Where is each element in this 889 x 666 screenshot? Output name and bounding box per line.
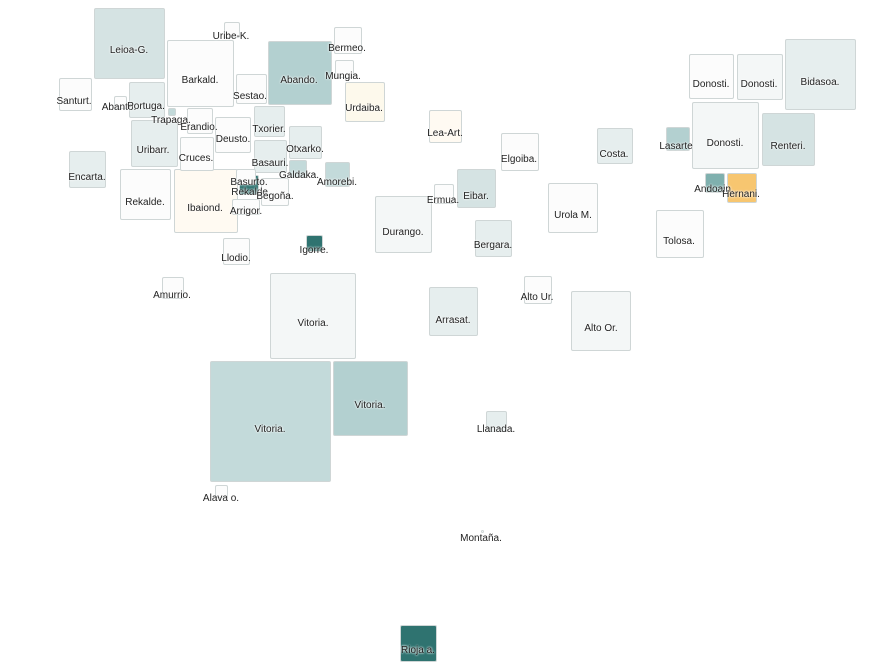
- region-amorebi-box[interactable]: [325, 162, 350, 187]
- region-bermeo-box[interactable]: [334, 27, 362, 54]
- region-rioja-a-box[interactable]: [400, 625, 437, 662]
- region-trapaga-box[interactable]: [168, 108, 176, 116]
- region-mungia-box[interactable]: [335, 60, 354, 78]
- region-lasarte-box[interactable]: [666, 127, 690, 151]
- region-encarta-box[interactable]: [69, 151, 106, 188]
- region-basauri-box[interactable]: [254, 140, 287, 173]
- region-santurt-box[interactable]: [59, 78, 92, 111]
- region-alava-o-box[interactable]: [215, 485, 228, 498]
- region-andoain-box[interactable]: [705, 173, 725, 193]
- region-abando-box[interactable]: [268, 41, 332, 105]
- region-elgoiba-box[interactable]: [501, 133, 539, 171]
- region-donosti-box[interactable]: [692, 102, 759, 169]
- region-renteri-box[interactable]: [762, 113, 815, 166]
- region-eibar-box[interactable]: [457, 169, 496, 208]
- region-bidasoa-box[interactable]: [785, 39, 856, 110]
- region-donosti-box[interactable]: [737, 54, 783, 100]
- region-abanto-box[interactable]: [114, 96, 127, 109]
- region-txorier-box[interactable]: [254, 106, 285, 137]
- region-sestao-box[interactable]: [236, 74, 267, 104]
- region-leioa-g-box[interactable]: [94, 8, 165, 79]
- region-vitoria-box[interactable]: [270, 273, 356, 359]
- region-hernani-box[interactable]: [727, 173, 757, 203]
- region-alto-ur-box[interactable]: [524, 276, 552, 304]
- region-arrigor-box[interactable]: [232, 199, 260, 215]
- region-montana-box[interactable]: [481, 530, 484, 533]
- region-urdaiba-box[interactable]: [345, 82, 385, 122]
- region-urola-m-box[interactable]: [548, 183, 598, 233]
- region-otxarko-box[interactable]: [289, 126, 322, 159]
- region-portuga-box[interactable]: [129, 82, 165, 118]
- region-montana-label: Montaña.: [460, 533, 502, 544]
- region-lea-art-box[interactable]: [429, 110, 462, 143]
- region-alto-or-box[interactable]: [571, 291, 631, 351]
- region-uribe-k-box[interactable]: [224, 22, 240, 38]
- region-llanada-box[interactable]: [486, 411, 507, 432]
- region-uribarr-box[interactable]: [131, 120, 178, 167]
- region-amurrio-box[interactable]: [162, 277, 184, 299]
- region-ermua-box[interactable]: [434, 184, 454, 204]
- region-rekalde-box[interactable]: [120, 169, 171, 220]
- region-arrasat-box[interactable]: [429, 287, 478, 336]
- region-igorre-box[interactable]: [306, 235, 323, 252]
- region-rekalde-box[interactable]: [236, 169, 256, 185]
- region-ibaiond-box[interactable]: [174, 169, 238, 233]
- region-cruces-box[interactable]: [180, 137, 214, 171]
- region-bergara-box[interactable]: [475, 220, 512, 257]
- region-deusto-box[interactable]: [215, 117, 251, 153]
- region-durango-box[interactable]: [375, 196, 432, 253]
- region-galdaka-box[interactable]: [289, 160, 307, 178]
- region-costa-box[interactable]: [597, 128, 633, 164]
- region-vitoria-box[interactable]: [333, 361, 408, 436]
- region-llodio-box[interactable]: [223, 238, 250, 265]
- region-vitoria-box[interactable]: [210, 361, 331, 482]
- region-erandio-box[interactable]: [187, 108, 213, 134]
- region-tolosa-box[interactable]: [656, 210, 704, 258]
- region-donosti-box[interactable]: [689, 54, 734, 99]
- region-barkald-box[interactable]: [167, 40, 234, 107]
- region-begona-box[interactable]: [261, 178, 289, 206]
